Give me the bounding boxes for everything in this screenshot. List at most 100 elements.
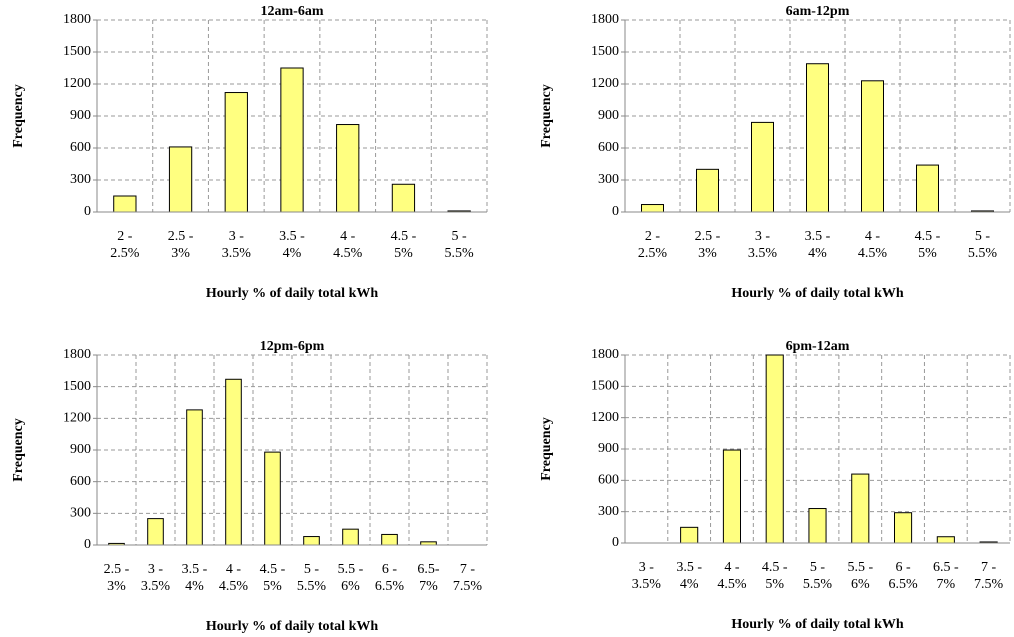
y-tick-label: 1800 [63, 347, 91, 362]
x-tick-label: 3% [171, 246, 190, 261]
bar [808, 508, 827, 544]
x-tick-label: 6.5- [417, 562, 440, 577]
x-tick-label: 5.5% [297, 579, 327, 594]
x-tick-label: 4.5% [219, 579, 249, 594]
x-tick-label: 3% [107, 579, 126, 594]
x-tick-label: 4.5 - [391, 229, 417, 244]
x-tick-label: 5 - [452, 229, 468, 244]
bar [264, 451, 281, 546]
bar [113, 195, 137, 213]
bar [680, 526, 699, 544]
y-tick-label: 1200 [591, 410, 619, 425]
y-tick-label: 1500 [591, 44, 619, 59]
x-tick-label: 3.5 - [676, 560, 702, 575]
bar [751, 121, 774, 213]
x-tick-label: 5 - [975, 229, 991, 244]
x-tick-label: 4% [680, 577, 699, 592]
bar [336, 124, 360, 213]
x-axis-label: Hourly % of daily total kWh [731, 617, 904, 632]
x-tick-label: 6.5% [888, 577, 918, 592]
y-tick-label: 300 [70, 506, 91, 521]
x-tick-label: 3 - [148, 562, 164, 577]
bar [765, 354, 784, 544]
x-tick-label: 3.5 - [805, 229, 831, 244]
x-tick-label: 4.5% [858, 246, 888, 261]
x-tick-label: 6% [851, 577, 870, 592]
bar [224, 92, 248, 213]
y-tick-label: 600 [598, 473, 619, 488]
y-tick-label: 600 [70, 474, 91, 489]
y-tick-label: 900 [598, 108, 619, 123]
x-tick-label: 3.5% [748, 246, 778, 261]
x-tick-label: 4.5 - [915, 229, 941, 244]
bar [168, 146, 193, 213]
bar [342, 528, 359, 546]
x-tick-label: 3.5% [632, 577, 662, 592]
bar [303, 536, 320, 546]
chart-title: 12pm-6pm [260, 339, 325, 354]
x-tick-label: 5% [765, 577, 784, 592]
x-tick-label: 5.5 - [847, 560, 873, 575]
x-tick-label: 5% [394, 246, 413, 261]
y-tick-label: 900 [70, 108, 91, 123]
bar [641, 204, 664, 213]
chart-title: 6am-12pm [786, 4, 850, 19]
x-tick-label: 6 - [895, 560, 911, 575]
x-tick-label: 7% [419, 579, 438, 594]
x-tick-label: 3.5% [141, 579, 171, 594]
x-tick-label: 7.5% [974, 577, 1004, 592]
x-tick-label: 2.5% [110, 246, 140, 261]
bar [916, 164, 939, 213]
y-tick-label: 900 [598, 441, 619, 456]
y-tick-label: 1200 [63, 411, 91, 426]
x-tick-label: 4 - [724, 560, 740, 575]
x-tick-label: 6 - [382, 562, 398, 577]
x-tick-label: 3.5 - [279, 229, 305, 244]
bar [851, 473, 870, 544]
x-tick-label: 5.5 - [338, 562, 364, 577]
bar [861, 80, 884, 213]
bar [186, 409, 203, 546]
bar [696, 168, 719, 213]
bar [225, 378, 242, 546]
x-tick-label: 2 - [117, 229, 133, 244]
x-tick-label: 7 - [981, 560, 997, 575]
x-tick-label: 3 - [639, 560, 655, 575]
x-tick-label: 7 - [460, 562, 476, 577]
x-tick-label: 2.5 - [168, 229, 194, 244]
x-tick-label: 4.5% [717, 577, 747, 592]
x-tick-label: 4.5 - [260, 562, 286, 577]
chart-title: 6pm-12am [786, 339, 850, 354]
x-tick-label: 4 - [865, 229, 881, 244]
x-tick-label: 5.5% [968, 246, 998, 261]
y-tick-label: 1200 [591, 76, 619, 91]
x-tick-label: 3 - [755, 229, 771, 244]
chart-title: 12am-6am [261, 4, 324, 19]
x-tick-label: 5 - [304, 562, 320, 577]
y-tick-label: 0 [84, 537, 91, 552]
y-tick-label: 900 [70, 442, 91, 457]
y-tick-label: 0 [612, 535, 619, 550]
x-tick-label: 2.5 - [104, 562, 130, 577]
x-tick-label: 2.5 - [695, 229, 721, 244]
bar [391, 183, 416, 213]
y-tick-label: 300 [598, 504, 619, 519]
x-tick-label: 3 - [229, 229, 245, 244]
x-tick-label: 7.5% [453, 579, 483, 594]
y-tick-label: 1200 [63, 76, 91, 91]
x-tick-label: 4.5% [333, 246, 363, 261]
y-axis-label: Frequency [11, 418, 26, 482]
x-tick-label: 4% [185, 579, 204, 594]
bar [147, 518, 164, 546]
y-tick-label: 300 [598, 172, 619, 187]
x-tick-label: 6% [341, 579, 360, 594]
y-tick-label: 1800 [591, 12, 619, 27]
x-tick-label: 4 - [226, 562, 242, 577]
y-tick-label: 600 [70, 140, 91, 155]
y-tick-label: 1500 [63, 44, 91, 59]
x-tick-label: 5% [263, 579, 282, 594]
y-axis-label: Frequency [539, 84, 554, 148]
bar [894, 512, 913, 544]
bar [381, 533, 398, 546]
